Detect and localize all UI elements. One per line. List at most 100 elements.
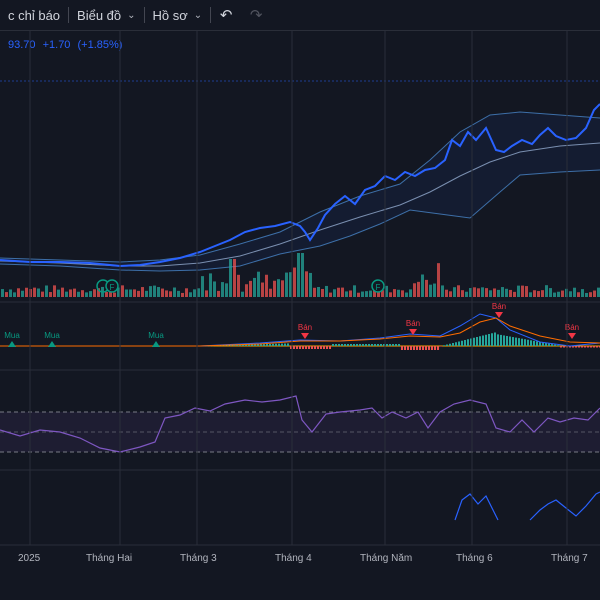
- volume-bar: [329, 292, 332, 297]
- macd-signal-line: [0, 317, 600, 347]
- macd-histogram-bar: [491, 333, 493, 346]
- macd-histogram-bar: [449, 343, 451, 346]
- undo-icon: ↶: [219, 7, 233, 24]
- flag-label: F: [110, 283, 115, 292]
- macd-histogram-bar: [350, 344, 352, 346]
- volume-bar: [209, 273, 212, 297]
- volume-bar: [509, 289, 512, 297]
- macd-histogram-bar: [269, 343, 271, 346]
- volume-bar: [289, 272, 292, 297]
- macd-histogram-bar: [575, 346, 577, 348]
- bollinger-band-fill: [0, 112, 600, 271]
- sell-signal: Bán: [492, 302, 506, 318]
- volume-bar: [465, 291, 468, 297]
- flag-label: F: [376, 283, 381, 292]
- volume-bar: [69, 289, 72, 297]
- volume-bars: [1, 253, 600, 297]
- volume-bar: [537, 291, 540, 297]
- svg-text:Mua: Mua: [4, 331, 20, 340]
- macd-histogram-bar: [482, 335, 484, 346]
- volume-bar: [45, 285, 48, 297]
- undo-button[interactable]: ↶: [211, 0, 241, 30]
- volume-bar: [481, 287, 484, 297]
- redo-button[interactable]: ↷: [241, 0, 271, 30]
- legend-change: +1.70: [42, 39, 71, 51]
- macd-histogram-bar: [407, 346, 409, 350]
- volume-bar: [453, 287, 456, 297]
- volume-bar: [305, 271, 308, 297]
- volume-bar: [597, 287, 600, 297]
- flag-marker: F: [371, 279, 385, 293]
- volume-bar: [21, 290, 24, 297]
- volume-bar: [353, 285, 356, 297]
- volume-bar: [229, 259, 232, 297]
- macd-histogram-bar: [488, 334, 490, 346]
- sell-signal: Bán: [298, 323, 312, 339]
- chart-menu-label: Biểu đồ: [77, 7, 122, 23]
- macd-histogram-bar: [443, 345, 445, 346]
- macd-histogram-bar: [419, 346, 421, 350]
- volume-bar: [285, 272, 288, 297]
- macd-histogram-bar: [464, 340, 466, 346]
- macd-histogram-bar: [389, 344, 391, 346]
- macd-histogram-bar: [266, 344, 268, 346]
- macd-histogram-bar: [275, 343, 277, 346]
- macd-histogram-bar: [545, 343, 547, 346]
- macd-histogram-bar: [365, 344, 367, 346]
- profile-menu-button[interactable]: Hồ sơ ⌄: [145, 0, 211, 30]
- volume-bar: [589, 292, 592, 297]
- macd-histogram-bar: [440, 346, 442, 347]
- chevron-down-icon: ⌄: [193, 9, 203, 21]
- macd-histogram-bar: [470, 338, 472, 346]
- macd-histogram-bar: [581, 346, 583, 348]
- macd-histogram-bar: [557, 345, 559, 346]
- volume-bar: [341, 287, 344, 297]
- macd-histogram-bar: [587, 346, 589, 348]
- indicators-button[interactable]: c chỉ báo: [0, 0, 68, 30]
- macd-histogram-bar: [569, 346, 571, 348]
- macd-histogram-bar: [446, 344, 448, 346]
- macd-histogram-bar: [356, 344, 358, 346]
- time-axis-label: 2025: [18, 553, 41, 564]
- macd-histogram-bar: [512, 337, 514, 346]
- volume-bar: [569, 291, 572, 297]
- macd-histogram-bar: [281, 343, 283, 346]
- volume-bar: [529, 292, 532, 297]
- volume-bar: [429, 284, 432, 297]
- volume-bar: [269, 288, 272, 297]
- chart-menu-button[interactable]: Biểu đồ ⌄: [69, 0, 143, 30]
- macd-histogram-bar: [332, 344, 334, 346]
- macd-histogram-bar: [485, 334, 487, 346]
- volume-bar: [17, 288, 20, 297]
- macd-histogram-bar: [335, 344, 337, 346]
- macd-histogram-bar: [548, 343, 550, 346]
- macd-histogram-bar: [530, 340, 532, 346]
- chart-canvas[interactable]: F F Mua Mua Mua Bán Bán Bán Bán: [0, 31, 600, 600]
- svg-text:Bán: Bán: [298, 323, 312, 332]
- macd-histogram-bar: [386, 344, 388, 346]
- volume-bar: [401, 290, 404, 297]
- volume-bar: [521, 285, 524, 297]
- rsi-line: [0, 395, 600, 453]
- macd-histogram-bar: [479, 336, 481, 346]
- volume-bar: [181, 292, 184, 297]
- volume-bar: [449, 291, 452, 297]
- volume-bar: [445, 289, 448, 297]
- macd-histogram-bar: [278, 343, 280, 346]
- macd-histogram-bar: [452, 343, 454, 346]
- flag-marker: F: [96, 279, 119, 293]
- macd-histogram-bar: [410, 346, 412, 350]
- volume-bar: [497, 289, 500, 297]
- macd-histogram-bar: [239, 344, 241, 346]
- sell-signal: Bán: [406, 319, 420, 335]
- macd-histogram-bar: [404, 346, 406, 350]
- macd-histogram-bar: [434, 346, 436, 350]
- volume-bar: [577, 292, 580, 297]
- macd-histogram-bar: [257, 344, 259, 346]
- volume-bar: [145, 290, 148, 297]
- macd-histogram-bar: [326, 346, 328, 349]
- volume-bar: [557, 291, 560, 297]
- volume-bar: [41, 291, 44, 297]
- macd-histogram-bar: [536, 341, 538, 346]
- buy-signal: Mua: [4, 331, 20, 347]
